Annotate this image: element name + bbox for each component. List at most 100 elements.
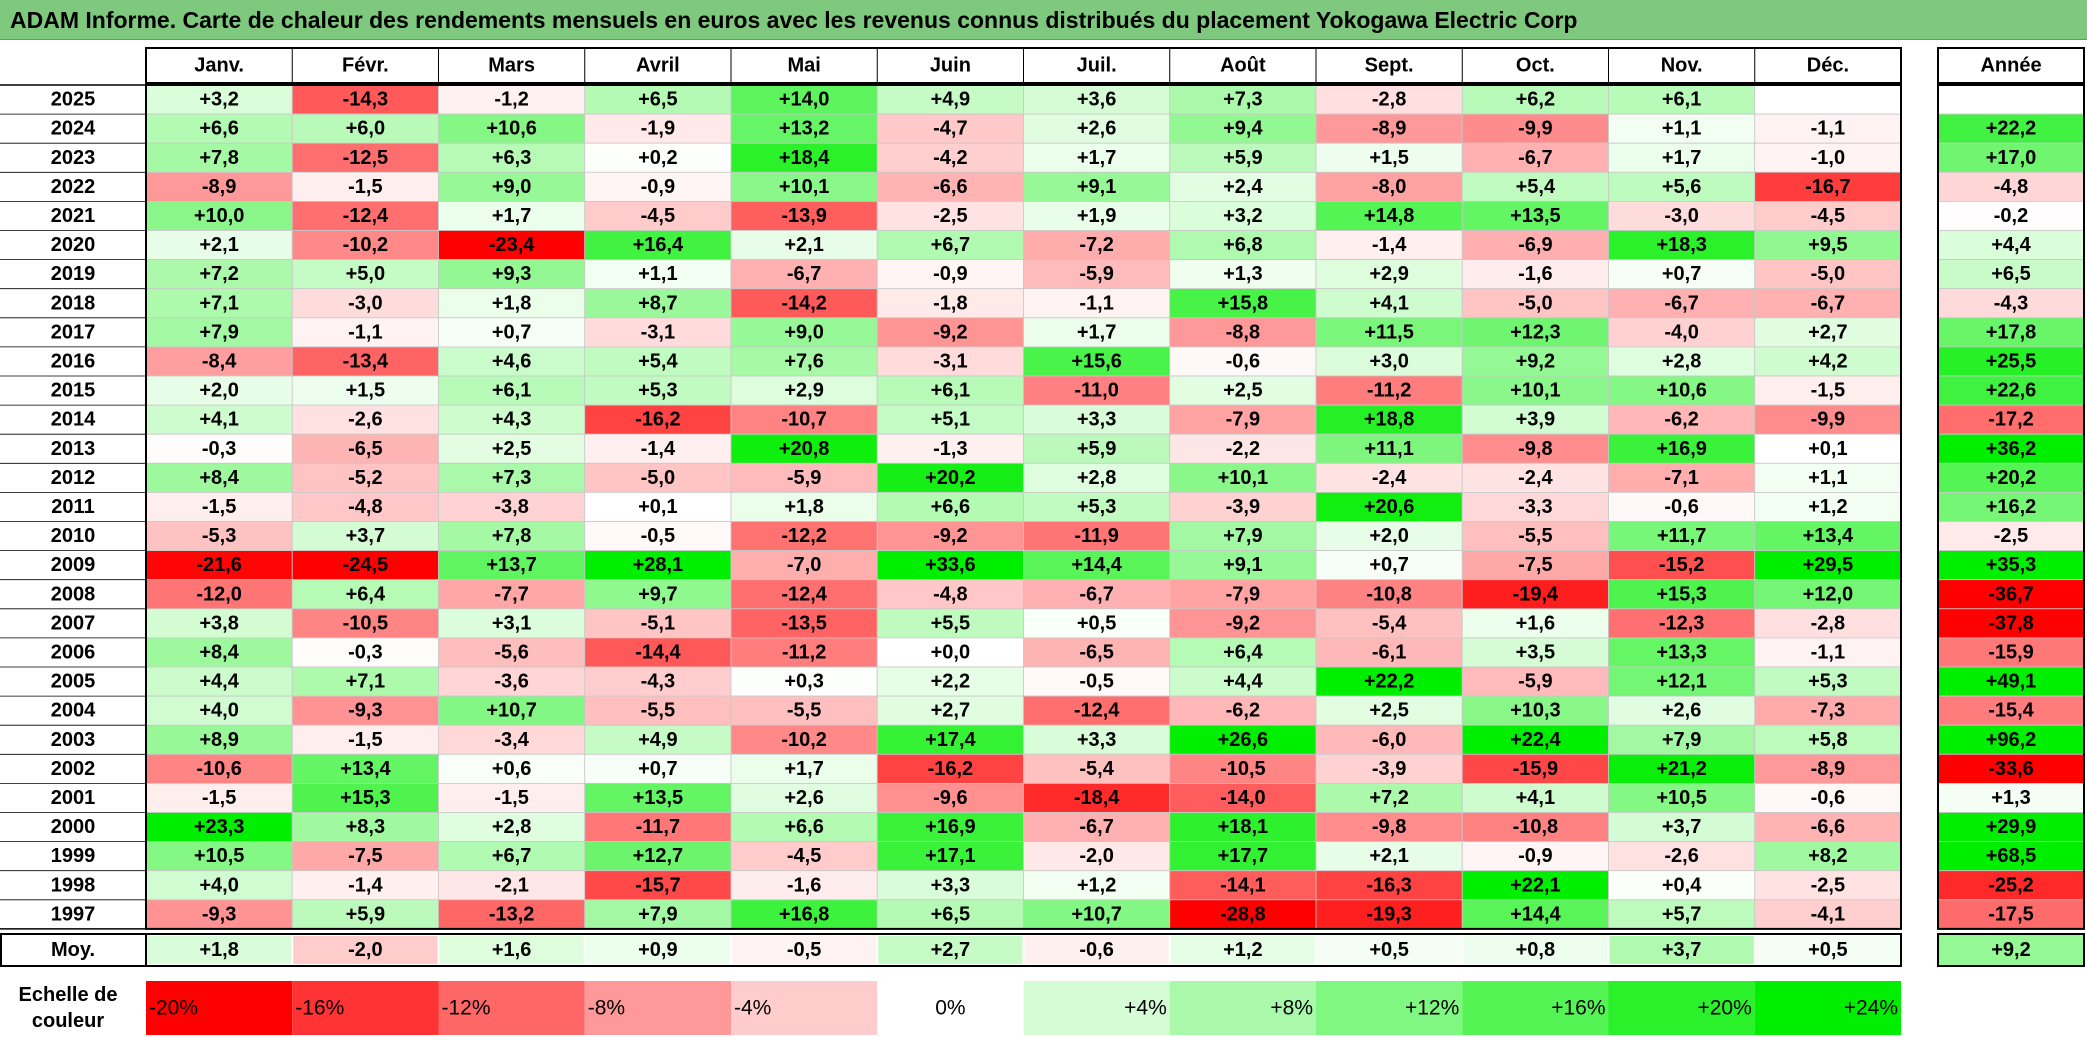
cell-value: -14,3 [343, 89, 389, 111]
heatmap-cell [730, 695, 878, 726]
heatmap-cell [1023, 841, 1171, 872]
cell-value: +8,2 [1808, 845, 1847, 867]
heatmap-cell [438, 899, 586, 930]
cell-value: +2,7 [931, 700, 970, 722]
heatmap-cell [1754, 259, 1902, 290]
annual-cell [1937, 637, 2085, 668]
scale-stop-label: +24% [1844, 997, 1898, 1020]
heatmap-cell [1461, 637, 1609, 668]
cell-value: -15,7 [635, 874, 681, 896]
cell-value: -8,4 [202, 350, 237, 372]
cell-value: +6,8 [1223, 234, 1262, 256]
month-header-11: Nov. [1661, 55, 1703, 77]
cell-value: +5,0 [346, 263, 385, 285]
heatmap-cell [876, 783, 1024, 813]
average-cell [878, 936, 1023, 964]
cell-value: +16,8 [779, 903, 830, 925]
heatmap-cell [584, 375, 732, 406]
cell-value: +5,8 [1808, 729, 1847, 751]
cell-value: +5,4 [638, 350, 678, 372]
heatmap-cell [1608, 317, 1756, 348]
heatmap-cell [1169, 462, 1317, 493]
cell-value: -1,4 [641, 438, 676, 460]
year-label: 2016 [51, 350, 96, 372]
cell-value: +22,4 [1510, 729, 1561, 751]
cell-value: -14,0 [1220, 787, 1266, 809]
scale-stop-label: -16% [295, 997, 344, 1020]
cell-value: +5,9 [1223, 147, 1262, 169]
annual-value: +36,2 [1986, 438, 2037, 460]
cell-value: -4,5 [787, 845, 821, 867]
cell-value: +10,0 [194, 205, 245, 227]
cell-value: -9,3 [202, 903, 236, 925]
cell-value: -4,8 [933, 583, 967, 605]
heatmap-cell [730, 753, 878, 784]
cell-value: -11,2 [1367, 380, 1411, 402]
heatmap-cell [1169, 637, 1317, 668]
heatmap-cell [438, 521, 586, 552]
annual-cell [1937, 521, 2085, 552]
heatmap-cell [584, 171, 732, 202]
cell-value: +17,1 [925, 845, 976, 867]
heatmap-cell [1023, 171, 1171, 202]
cell-value: -6,7 [1518, 147, 1552, 169]
heatmap-cell [1315, 230, 1463, 261]
annual-value: +22,6 [1986, 380, 2037, 402]
annual-value: +17,8 [1986, 321, 2037, 343]
cell-value: +21,2 [1656, 758, 1707, 780]
heatmap-cell [291, 550, 439, 581]
cell-value: -9,9 [1811, 409, 1845, 431]
cell-value: -10,6 [196, 758, 242, 780]
heatmap-cell [1023, 288, 1171, 319]
cell-value: +9,5 [1808, 234, 1847, 256]
cell-value: -0,6 [1226, 350, 1260, 372]
year-label: 2009 [51, 554, 96, 576]
cell-value: -6,5 [1079, 641, 1113, 663]
cell-value: +20,6 [1364, 496, 1415, 518]
heatmap-cell [1754, 288, 1902, 319]
heatmap-cell [1169, 608, 1317, 639]
heatmap-cell [438, 113, 586, 144]
heatmap-cell [1754, 608, 1902, 639]
month-header-2: Févr. [342, 55, 389, 77]
cell-value: +10,3 [1510, 700, 1561, 722]
cell-value: -9,3 [348, 700, 382, 722]
year-label: 2005 [51, 671, 96, 693]
heatmap-cell [1608, 550, 1756, 581]
average-label: Moy. [51, 939, 95, 961]
heatmap-cell [1754, 375, 1902, 406]
annual-value: -2,5 [1994, 525, 2028, 547]
average-cell [732, 936, 877, 964]
cell-value: -5,2 [348, 467, 382, 489]
cell-value: -28,8 [1220, 903, 1266, 925]
cell-value: -5,5 [1518, 525, 1552, 547]
cell-value: +2,7 [1808, 321, 1847, 343]
cell-value: +13,5 [1510, 205, 1561, 227]
average-annual-value: +9,2 [1991, 939, 2030, 961]
cell-value: +2,8 [492, 816, 531, 838]
heatmap-cell [584, 579, 732, 610]
cell-value: -1,8 [933, 292, 967, 314]
cell-value: +1,8 [492, 292, 531, 314]
cell-value: -7,9 [1226, 409, 1260, 431]
heatmap-cell [1608, 666, 1756, 697]
heatmap-cell [1461, 346, 1609, 377]
heatmap-cell [1023, 317, 1171, 348]
cell-value: -9,9 [1518, 118, 1552, 140]
cell-value: +1,5 [1369, 147, 1408, 169]
heatmap-cell [291, 462, 439, 493]
annual-cell [1937, 142, 2085, 173]
cell-value: -6,7 [1811, 292, 1845, 314]
cell-value: -6,7 [787, 263, 821, 285]
cell-value: -6,7 [1079, 583, 1113, 605]
cell-value: -9,8 [1518, 438, 1552, 460]
cell-value: +0,7 [492, 321, 531, 343]
cell-value: +5,6 [1662, 176, 1701, 198]
cell-value: +3,3 [1077, 409, 1116, 431]
title-bar: ADAM Informe. Carte de chaleur des rende… [0, 0, 2087, 40]
cell-value: +18,1 [1218, 816, 1269, 838]
cell-value: +22,1 [1510, 874, 1561, 896]
average-cell [293, 936, 438, 964]
annual-cell [1937, 171, 2085, 202]
cell-value: -12,5 [343, 147, 389, 169]
